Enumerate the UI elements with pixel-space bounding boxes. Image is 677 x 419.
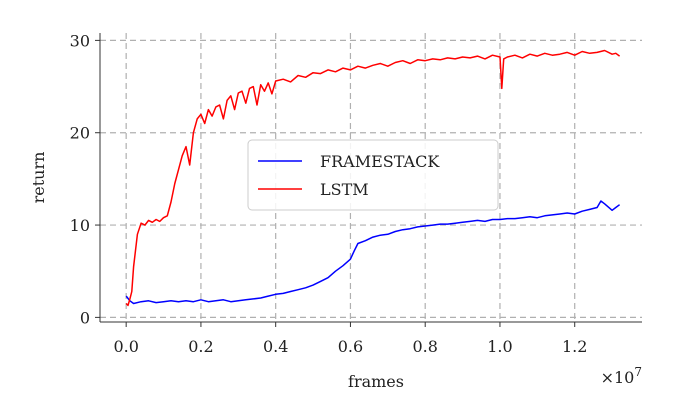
x-tick-label: 0.6 (338, 337, 363, 356)
x-offset-exponent: 7 (634, 365, 642, 379)
axes (99, 33, 642, 323)
x-axis-offset-label: ×107 (601, 365, 642, 387)
legend-label-framestack: FRAMESTACK (320, 152, 440, 171)
x-tick-label: 1.2 (562, 337, 587, 356)
series-line-framestack (125, 200, 621, 305)
x-axis-label: frames (348, 372, 404, 391)
legend-box (247, 139, 499, 211)
y-tick-label: 10 (70, 216, 90, 235)
legend-label-lstm: LSTM (320, 180, 369, 199)
x-tick-label: 0.4 (263, 337, 288, 356)
ticks: 0.0 0.2 0.4 0.6 0.8 1.0 1.2 0 10 20 30 (70, 31, 588, 356)
y-tick-label: 30 (70, 31, 90, 50)
x-offset-base: ×10 (601, 368, 635, 387)
y-axis-label: return (29, 152, 48, 204)
legend: FRAMESTACK LSTM (247, 139, 499, 211)
series-lines (125, 49, 621, 307)
x-tick-label: 1.0 (487, 337, 512, 356)
x-tick-label: 0.2 (188, 337, 213, 356)
y-tick-label: 20 (70, 124, 90, 143)
y-tick-label: 0 (80, 308, 90, 327)
x-tick-label: 0.8 (412, 337, 437, 356)
series-line-lstm (125, 49, 621, 307)
x-tick-label: 0.0 (113, 337, 138, 356)
